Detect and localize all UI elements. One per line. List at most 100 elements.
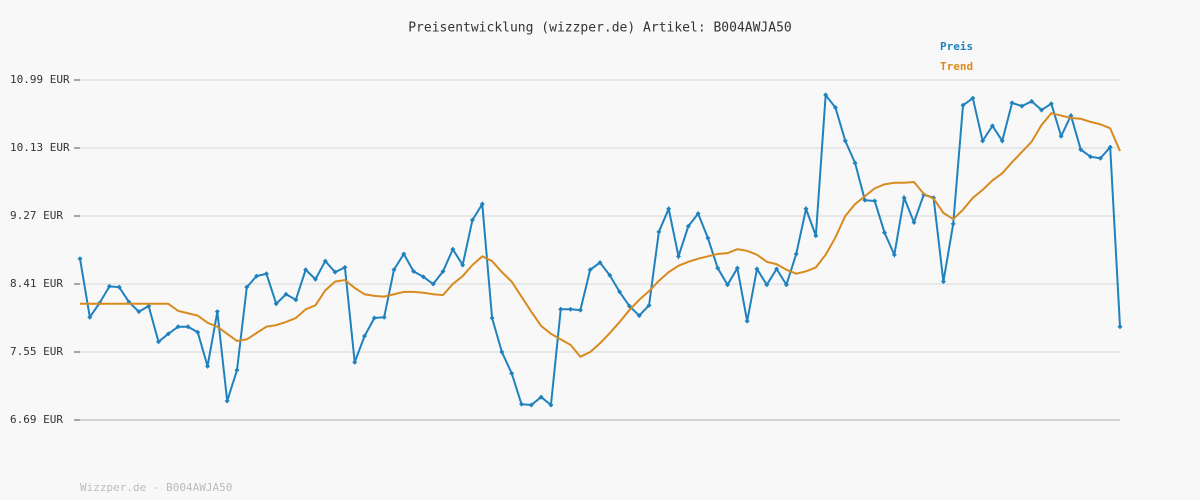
point <box>1048 101 1054 107</box>
point <box>538 394 544 400</box>
point <box>1088 154 1094 160</box>
point <box>263 271 269 277</box>
point <box>1117 324 1123 330</box>
point <box>430 281 436 287</box>
point <box>774 266 780 272</box>
point <box>823 92 829 98</box>
series-line <box>79 92 1121 407</box>
y-tick-label: 7.55 EUR <box>10 345 63 358</box>
point <box>509 370 515 376</box>
point <box>891 252 897 258</box>
y-tick-label: 10.13 EUR <box>10 141 70 154</box>
point <box>911 219 917 225</box>
point <box>362 333 368 339</box>
point <box>381 314 387 320</box>
point <box>656 229 662 235</box>
point <box>999 138 1005 144</box>
point <box>695 211 701 217</box>
point <box>450 246 456 252</box>
point <box>852 160 858 166</box>
point <box>872 198 878 204</box>
point <box>106 283 112 289</box>
point <box>970 95 976 101</box>
point <box>980 138 986 144</box>
point <box>705 235 711 241</box>
point <box>587 267 593 273</box>
point <box>1097 155 1103 161</box>
point <box>185 324 191 330</box>
point <box>479 201 485 207</box>
point <box>725 282 731 288</box>
point <box>715 265 721 271</box>
point <box>832 105 838 111</box>
point <box>489 315 495 321</box>
footer: Wizzper.de - B004AWJA50 <box>80 481 232 494</box>
point <box>685 223 691 229</box>
point <box>283 291 289 297</box>
point <box>499 349 505 355</box>
point <box>842 138 848 144</box>
point <box>175 324 181 330</box>
point <box>165 331 171 337</box>
point <box>1107 144 1113 150</box>
point <box>803 206 809 212</box>
point <box>1039 107 1045 113</box>
point <box>744 318 750 324</box>
point <box>882 230 888 236</box>
point <box>1019 103 1025 109</box>
point <box>77 256 83 262</box>
point <box>793 251 799 257</box>
point <box>224 398 230 404</box>
point <box>195 329 201 335</box>
point <box>901 195 907 201</box>
point <box>666 206 672 212</box>
point <box>87 314 93 320</box>
point <box>244 284 250 290</box>
point <box>440 268 446 274</box>
y-tick-label: 9.27 EUR <box>10 209 63 222</box>
point <box>303 267 309 273</box>
point <box>1029 98 1035 104</box>
point <box>234 367 240 373</box>
series-line <box>80 112 1121 358</box>
point <box>734 265 740 271</box>
point <box>401 251 407 257</box>
point <box>391 267 397 273</box>
point <box>469 217 475 223</box>
point <box>646 302 652 308</box>
point <box>636 313 642 319</box>
point <box>528 402 534 408</box>
point <box>950 221 956 227</box>
legend-label: Trend <box>940 60 973 73</box>
y-tick-label: 10.99 EUR <box>10 73 70 86</box>
point <box>312 276 318 282</box>
point <box>420 274 426 280</box>
point <box>519 401 525 407</box>
point <box>352 359 358 365</box>
point <box>342 264 348 270</box>
point <box>322 258 328 264</box>
point <box>293 297 299 303</box>
point <box>813 233 819 239</box>
point <box>568 306 574 312</box>
point <box>617 289 623 295</box>
point <box>1078 147 1084 153</box>
y-tick-label: 6.69 EUR <box>10 413 63 426</box>
point <box>754 266 760 272</box>
point <box>254 273 260 279</box>
legend-label: Preis <box>940 40 973 53</box>
point <box>1009 100 1015 106</box>
point <box>273 301 279 307</box>
point <box>783 282 789 288</box>
point <box>558 306 564 312</box>
point <box>940 279 946 285</box>
point <box>577 307 583 313</box>
point <box>862 197 868 203</box>
point <box>1058 133 1064 139</box>
point <box>411 268 417 274</box>
point <box>371 315 377 321</box>
point <box>548 402 554 408</box>
point <box>205 363 211 369</box>
point <box>675 253 681 259</box>
point <box>460 262 466 268</box>
